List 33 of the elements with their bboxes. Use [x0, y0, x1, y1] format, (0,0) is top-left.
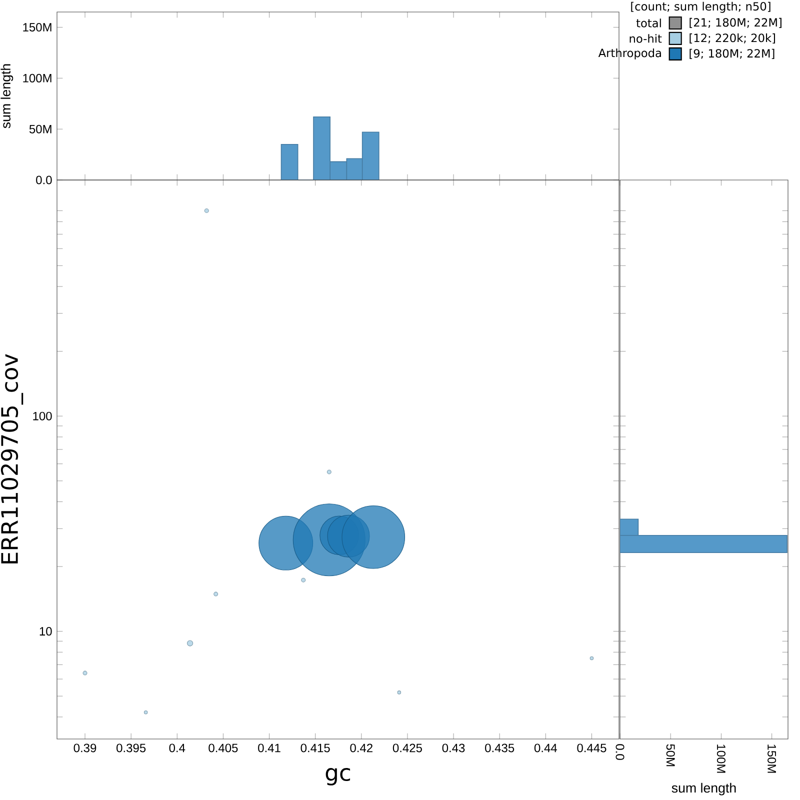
category-label: total	[636, 18, 661, 28]
x-tick-label: 150M	[768, 744, 776, 773]
x-tick-label: 0.42	[350, 744, 372, 752]
text: [9; 180M; 22M]	[690, 48, 774, 59]
x-tick-label: 0.425	[392, 744, 422, 752]
x-tick-label: 0.415	[300, 744, 330, 752]
y-tick-label: 50M	[29, 124, 52, 134]
x-tick-label: 0.41	[258, 744, 280, 752]
x-axis-title: gc	[326, 768, 350, 786]
x-tick-label: 0.445	[577, 744, 606, 752]
x-axis-title: sum length	[672, 782, 736, 796]
text: [12; 220k; 20k]	[690, 33, 776, 44]
x-tick-label: 0.39	[74, 744, 96, 752]
x-tick-label: 100M	[716, 744, 726, 773]
y-axis-title: sum length	[0, 64, 14, 128]
category-label: Arthropoda	[598, 48, 661, 60]
x-tick-label: 0.44	[534, 744, 557, 752]
y-tick-label: 100	[33, 412, 52, 420]
x-tick-label: 0.435	[485, 744, 514, 752]
x-tick-label: 0.395	[116, 744, 146, 752]
category-label: no-hit	[630, 34, 662, 43]
y-axis-title: ERR11029705_cov	[0, 354, 24, 564]
text: [21; 180M; 22M]	[690, 18, 782, 28]
x-tick-label: 50M	[666, 744, 675, 766]
x-tick-label: 0.405	[208, 744, 238, 752]
y-tick-label: 100M	[23, 74, 52, 82]
x-tick-label: 0.0	[616, 744, 624, 760]
y-tick-label: 0.0	[36, 176, 52, 184]
y-tick-label: 10	[40, 627, 52, 636]
y-tick-label: 150M	[23, 23, 52, 32]
legend-title: [count; sum length; n50]	[631, 2, 770, 13]
x-tick-label: 0.43	[442, 744, 465, 752]
x-tick-label: 0.4	[169, 744, 186, 752]
